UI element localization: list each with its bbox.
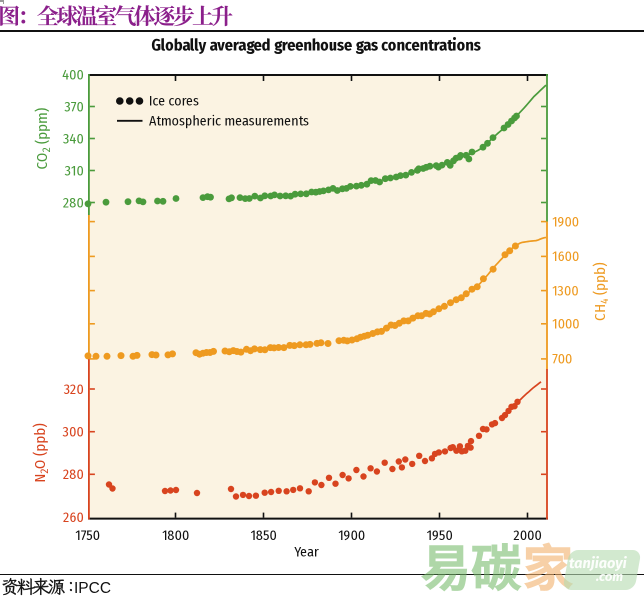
svg-text:2000: 2000: [513, 527, 541, 544]
svg-text:320: 320: [64, 381, 84, 398]
svg-text:1750: 1750: [75, 527, 100, 544]
svg-text:280: 280: [63, 194, 83, 211]
svg-text:260: 260: [63, 509, 83, 526]
svg-text:1900: 1900: [338, 527, 365, 544]
svg-text:Globally averaged greenhouse g: Globally averaged greenhouse gas concent…: [151, 37, 481, 56]
svg-text:370: 370: [64, 98, 83, 115]
svg-text:340: 340: [63, 130, 83, 147]
svg-text:N2O (ppb): N2O (ppb): [31, 423, 51, 483]
svg-text:Year: Year: [293, 544, 319, 561]
svg-text:700: 700: [552, 351, 572, 368]
svg-text:CH4 (ppb): CH4 (ppb): [591, 262, 611, 321]
svg-text:310: 310: [65, 162, 84, 179]
svg-text:1800: 1800: [162, 527, 189, 544]
svg-text:CO2 (ppm): CO2 (ppm): [33, 107, 53, 169]
svg-text:1950: 1950: [427, 527, 453, 544]
svg-text:1300: 1300: [552, 282, 578, 299]
svg-text:1900: 1900: [552, 213, 579, 230]
svg-text:Atmospheric measurements: Atmospheric measurements: [149, 113, 310, 130]
svg-text:Ice cores: Ice cores: [149, 93, 200, 110]
svg-text:300: 300: [63, 424, 84, 441]
svg-text:280: 280: [63, 466, 83, 483]
svg-text:1000: 1000: [552, 316, 579, 333]
svg-text:1600: 1600: [552, 248, 579, 265]
svg-text:1850: 1850: [250, 527, 276, 544]
svg-text:400: 400: [62, 66, 83, 83]
